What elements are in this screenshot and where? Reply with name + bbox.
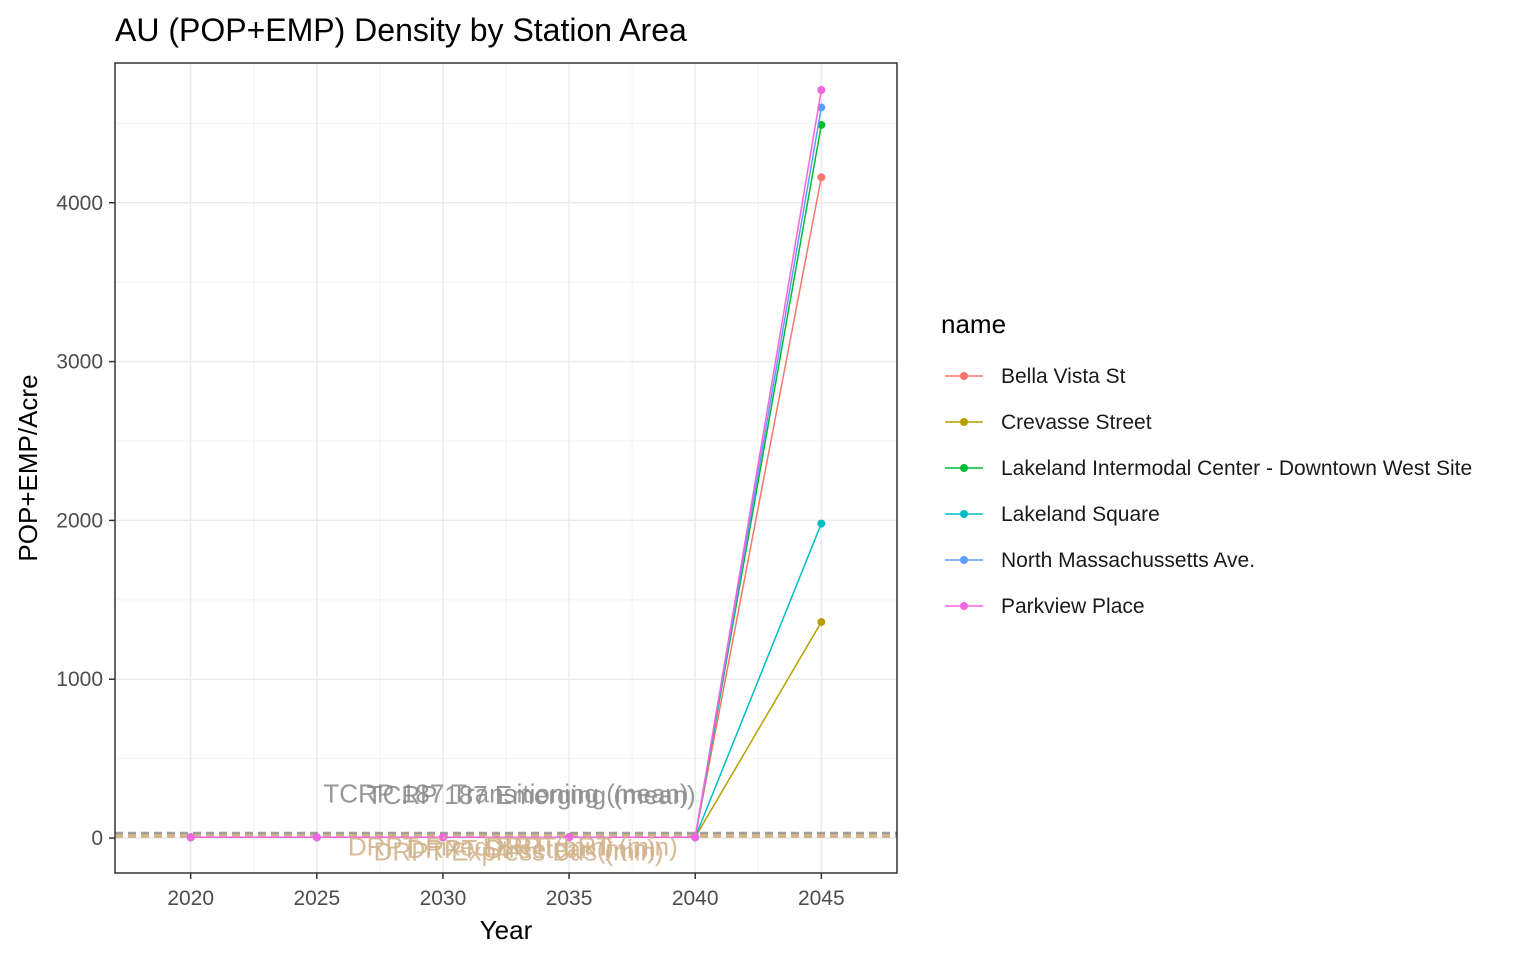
legend: name Bella Vista St Crevasse Street Lakela…: [941, 309, 1472, 618]
reference-lines: [115, 831, 897, 838]
legend-key-point: [960, 464, 968, 472]
data-point: [817, 618, 826, 627]
legend-key-point: [960, 602, 968, 610]
plot-border: [114, 62, 898, 874]
data-point: [438, 833, 447, 842]
x-tick-label: 2045: [798, 887, 845, 910]
data-point: [312, 833, 321, 842]
y-tick-label: 2000: [56, 509, 103, 532]
legend-key-point: [960, 556, 968, 564]
x-axis: 2020 2025 2030 2035 2040 2045: [167, 873, 845, 910]
x-tick-label: 2025: [293, 887, 340, 910]
legend-label: Lakeland Intermodal Center - Downtown We…: [1001, 457, 1472, 480]
x-tick-label: 2020: [167, 887, 214, 910]
reference-label: DRPT LRT (min): [486, 832, 678, 862]
reference-label: TCRP 187 Emerging (mean): [367, 780, 696, 810]
legend-label: Parkview Place: [1001, 595, 1145, 618]
legend-key-point: [960, 510, 968, 518]
x-axis-title: Year: [480, 915, 533, 945]
y-axis: 0 1000 2000 3000 4000: [56, 192, 115, 850]
legend-title: name: [941, 309, 1006, 339]
y-tick-label: 1000: [56, 668, 103, 691]
reference-label: DRPT Fixed BRT (min): [348, 832, 614, 862]
chart-title: AU (POP+EMP) Density by Station Area: [115, 12, 687, 48]
reference-label: DRPT Streetcar (min): [406, 834, 655, 864]
y-tick-label: 3000: [56, 351, 103, 374]
y-tick-label: 4000: [56, 192, 103, 215]
data-point: [817, 173, 826, 182]
data-point: [817, 519, 826, 528]
data-point: [186, 833, 195, 842]
x-tick-label: 2035: [546, 887, 593, 910]
x-tick-label: 2040: [672, 887, 719, 910]
data-point: [691, 833, 700, 842]
legend-label: North Massachussetts Ave.: [1001, 549, 1255, 572]
legend-label: Bella Vista St: [1001, 365, 1126, 388]
y-axis-title: POP+EMP/Acre: [13, 374, 43, 561]
data-point: [817, 86, 826, 94]
legend-key-point: [960, 372, 968, 380]
grid: [115, 63, 897, 873]
data-point: [565, 833, 574, 842]
legend-label: Crevasse Street: [1001, 411, 1152, 434]
series-lines: [186, 86, 826, 842]
reference-label: DRPT Express Bus (min): [374, 836, 664, 866]
reference-labels: TCRP 187 Transitioning (mean)TCRP 187 Em…: [323, 778, 695, 866]
legend-key-point: [960, 418, 968, 426]
x-tick-label: 2030: [420, 887, 467, 910]
series-line: [190, 89, 823, 839]
reference-label: TCRP 187 Transitioning (mean): [323, 778, 688, 808]
legend-label: Lakeland Square: [1001, 503, 1160, 526]
y-tick-label: 0: [91, 827, 103, 850]
